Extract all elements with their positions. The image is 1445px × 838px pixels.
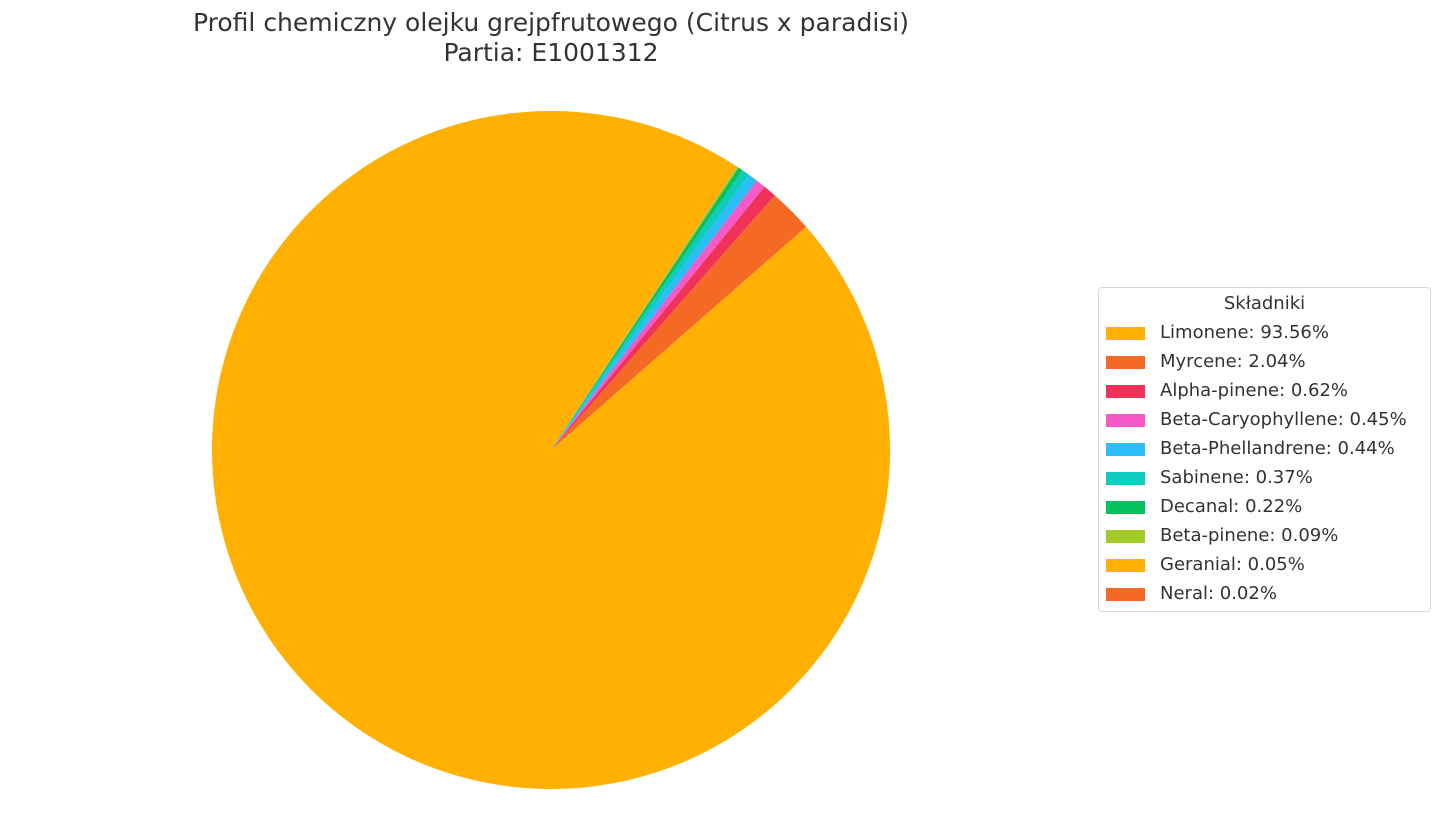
pie-slice-myrcene <box>551 195 807 450</box>
legend-item-neral: Neral: 0.02% <box>1106 583 1277 605</box>
pie-slice-geranial <box>551 165 737 450</box>
chart-title-line-1: Profil chemiczny olejku grejpfrutowego (… <box>193 8 909 37</box>
legend-label: Beta-Caryophyllene: 0.45% <box>1160 409 1407 430</box>
chart-title-line-2: Partia: E1001312 <box>443 38 659 67</box>
legend-item-beta-phellandrene: Beta-Phellandrene: 0.44% <box>1106 438 1395 460</box>
legend-label: Beta-Phellandrene: 0.44% <box>1160 438 1395 459</box>
pie-slice-beta-phellandrene <box>551 174 757 450</box>
legend-swatch <box>1106 471 1145 485</box>
legend-item-alpha-pinene: Alpha-pinene: 0.62% <box>1106 380 1348 402</box>
legend-item-geranial: Geranial: 0.05% <box>1106 554 1305 576</box>
legend-swatch <box>1106 500 1145 514</box>
legend-item-sabinene: Sabinene: 0.37% <box>1106 467 1313 489</box>
pie-slice-beta-pinene <box>551 166 739 450</box>
pie-slice-decanal <box>551 167 743 451</box>
legend-swatch <box>1106 413 1145 427</box>
legend-item-beta-caryophyllene: Beta-Caryophyllene: 0.45% <box>1106 409 1407 431</box>
pie-slice-beta-caryophyllene <box>551 180 765 450</box>
legend-swatch <box>1106 384 1145 398</box>
legend-swatch <box>1106 558 1145 572</box>
legend-label: Neral: 0.02% <box>1160 583 1277 604</box>
legend-item-limonene: Limonene: 93.56% <box>1106 322 1329 344</box>
legend-swatch <box>1106 442 1145 456</box>
legend-title: Składniki <box>1223 293 1306 314</box>
pie-slice-sabinene <box>551 170 750 451</box>
legend-item-myrcene: Myrcene: 2.04% <box>1106 351 1306 373</box>
legend-label: Alpha-pinene: 0.62% <box>1160 380 1349 401</box>
legend-item-decanal: Decanal: 0.22% <box>1106 496 1302 518</box>
legend-swatch <box>1106 326 1145 340</box>
legend-swatch <box>1106 529 1145 543</box>
legend-label: Limonene: 93.56% <box>1160 322 1329 343</box>
pie-slice-neral <box>551 165 736 450</box>
chart-title: Profil chemiczny olejku grejpfrutowego (… <box>51 8 1051 68</box>
pie-slice-alpha-pinene <box>551 186 775 450</box>
legend-swatch <box>1106 355 1145 369</box>
legend-swatch <box>1106 587 1145 601</box>
legend-label: Beta-pinene: 0.09% <box>1160 525 1339 546</box>
legend-label: Myrcene: 2.04% <box>1160 351 1306 372</box>
legend: Składniki Limonene: 93.56% Myrcene: 2.04%… <box>1098 287 1431 612</box>
legend-item-beta-pinene: Beta-pinene: 0.09% <box>1106 525 1338 547</box>
legend-label: Sabinene: 0.37% <box>1160 467 1313 488</box>
pie-chart <box>212 111 891 789</box>
pie-slice-limonene <box>212 111 891 789</box>
legend-label: Geranial: 0.05% <box>1160 554 1305 575</box>
legend-label: Decanal: 0.22% <box>1160 496 1303 517</box>
